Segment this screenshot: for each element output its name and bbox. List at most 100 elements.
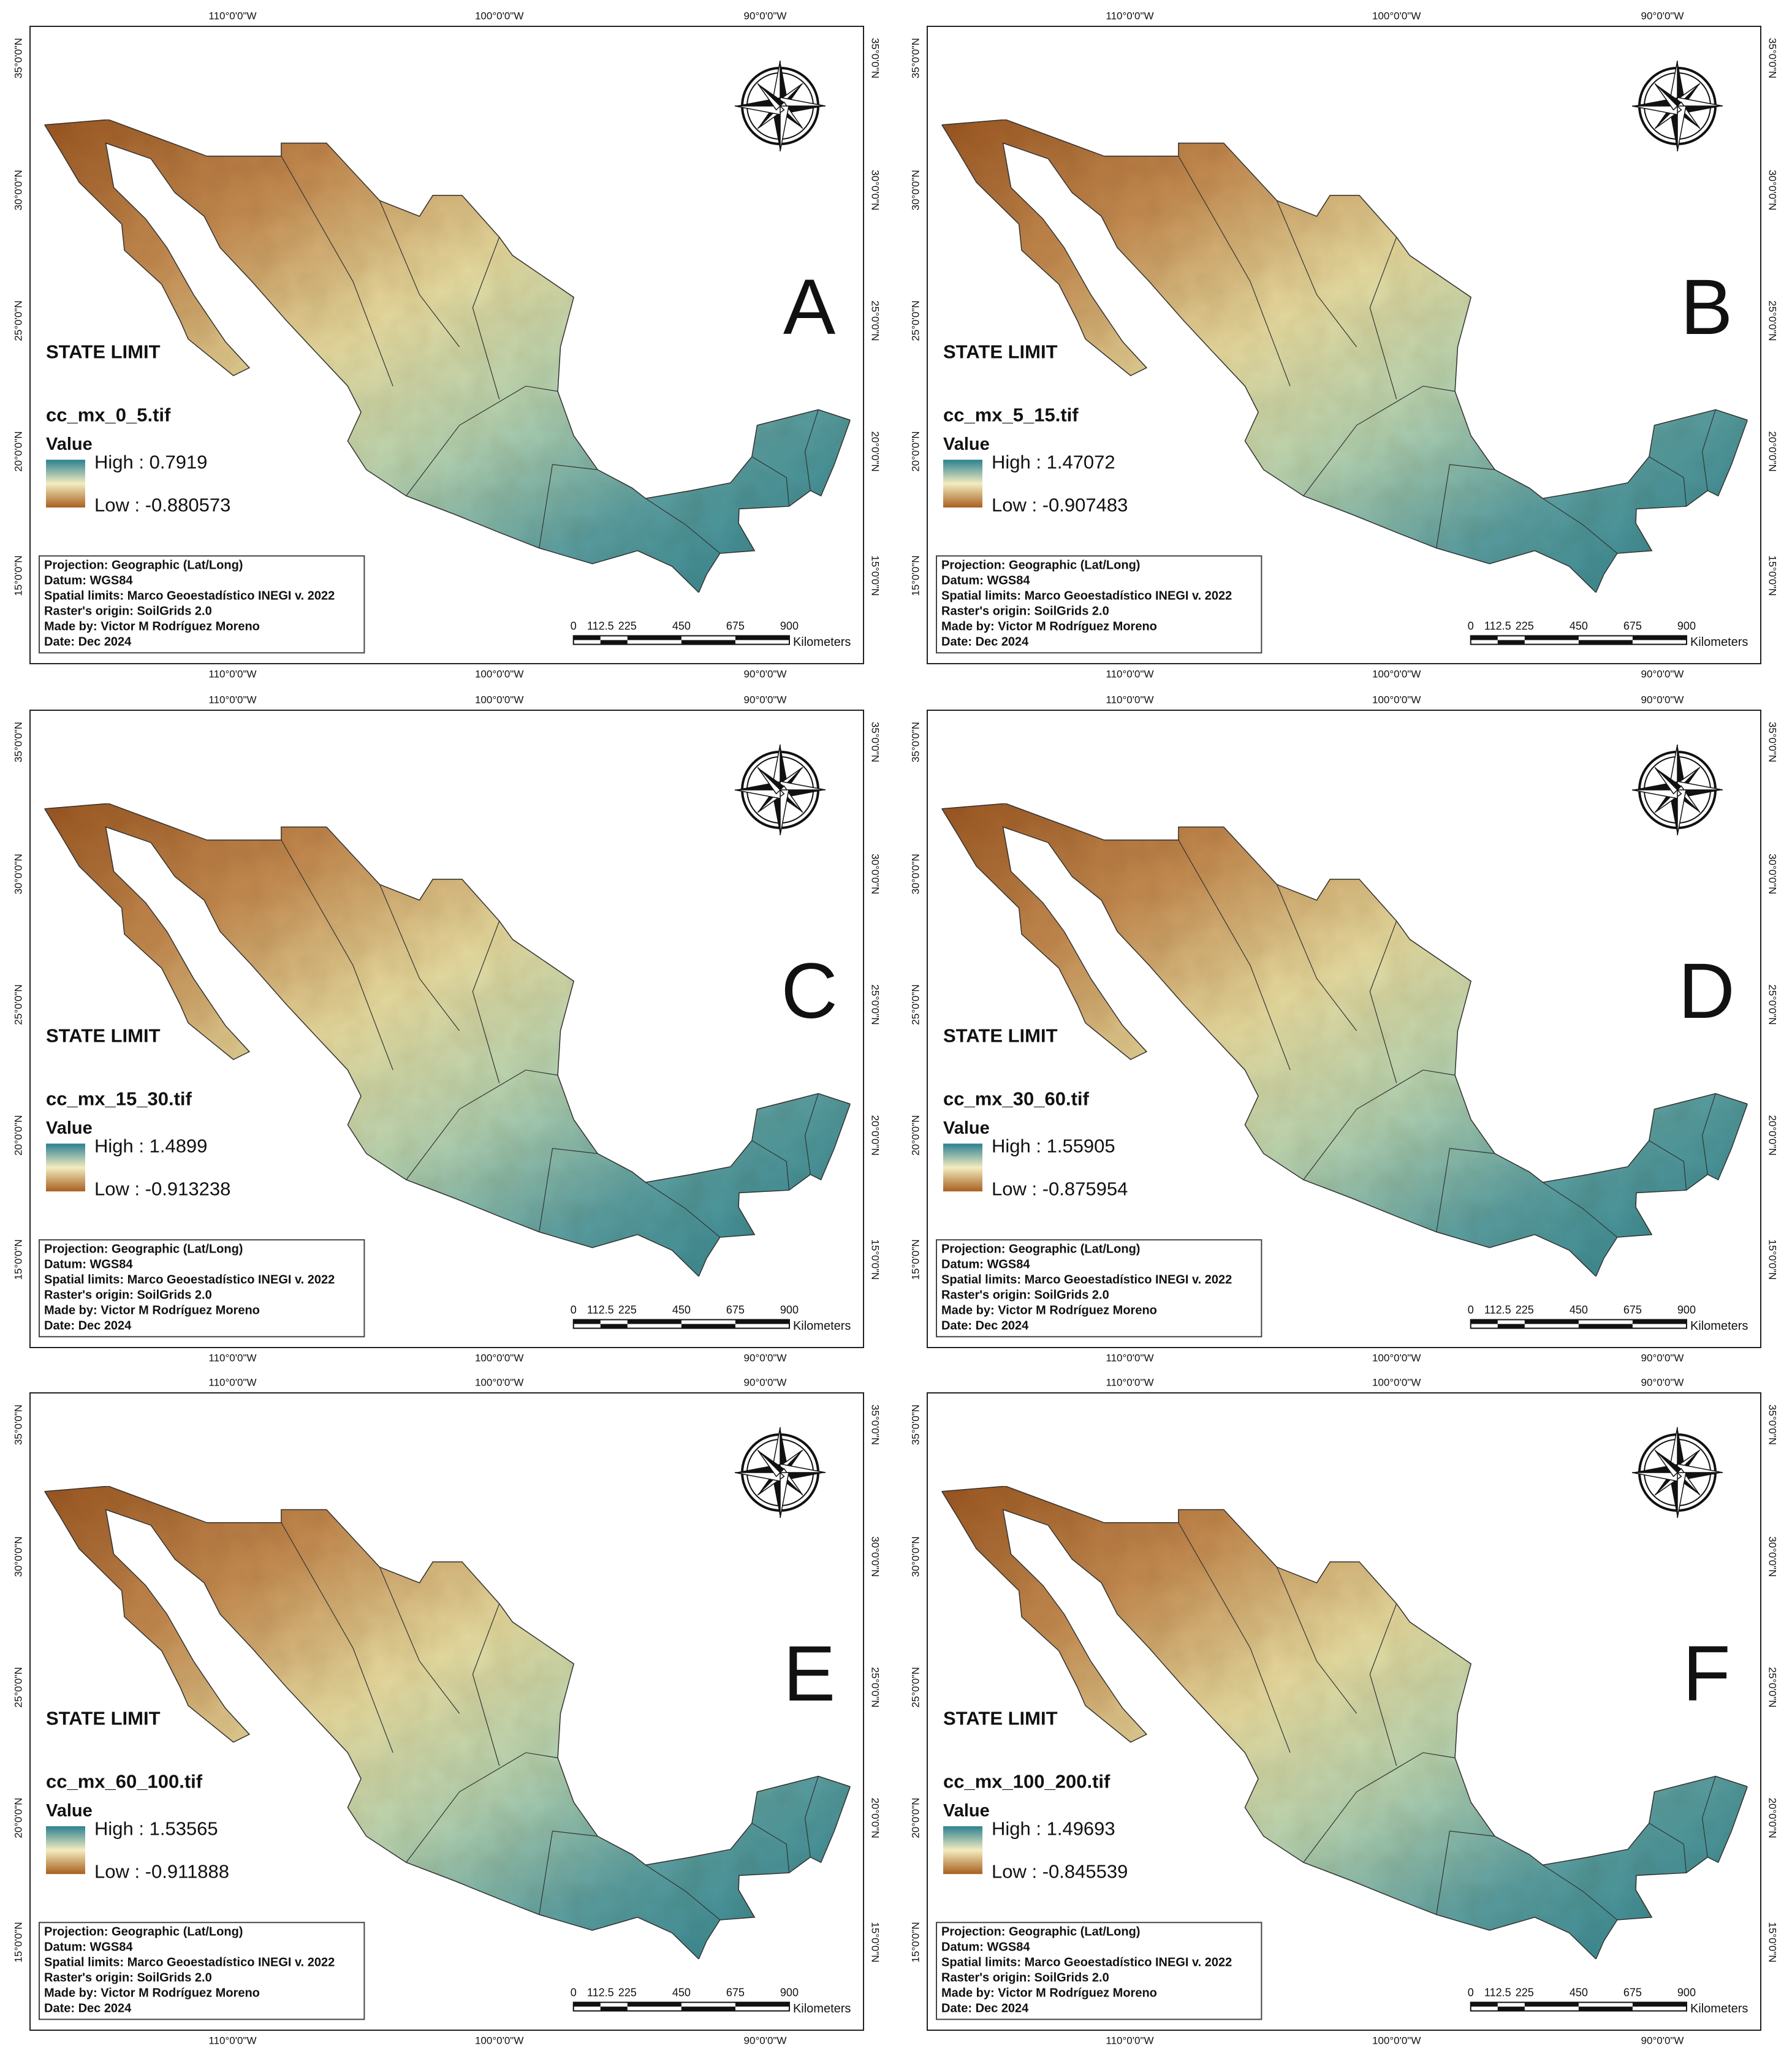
legend-low: Low : -0.911888 — [94, 1860, 229, 1882]
latitude-label: 25°0'0"N — [12, 300, 24, 341]
info-line: Date: Dec 2024 — [941, 635, 1029, 649]
north-arrow — [734, 60, 826, 152]
compass-point — [780, 105, 789, 152]
info-line: Datum: WGS84 — [941, 1258, 1030, 1272]
latitude-label: 30°0'0"N — [909, 170, 921, 210]
info-line: Made by: Victor M Rodríguez Moreno — [941, 1304, 1157, 1318]
info-line: Made by: Victor M Rodríguez Moreno — [44, 620, 260, 634]
state-limit-line — [645, 1864, 721, 1921]
longitude-label: 90°0'0"W — [744, 1376, 787, 1388]
state-limit-line — [281, 840, 393, 1071]
latitude-label: 15°0'0"N — [12, 1922, 24, 1962]
state-limit-line — [1303, 1752, 1456, 1863]
state-limit-line — [1276, 200, 1357, 347]
info-line: Projection: Geographic (Lat/Long) — [44, 1925, 243, 1939]
info-line: Projection: Geographic (Lat/Long) — [941, 559, 1140, 572]
latitude-label: 35°0'0"N — [1767, 722, 1779, 762]
longitude-label: 110°0'0"W — [208, 1376, 256, 1388]
info-line: Spatial limits: Marco Geoestadístico INE… — [941, 1956, 1232, 1970]
info-line: Date: Dec 2024 — [44, 2002, 132, 2015]
info-line: Spatial limits: Marco Geoestadístico INE… — [44, 1273, 335, 1287]
state-limit-line — [406, 1752, 558, 1863]
state-limit-line — [1178, 156, 1291, 387]
mexico-raster — [44, 803, 851, 1278]
scale-segment — [600, 640, 628, 645]
latitude-label: 30°0'0"N — [12, 854, 24, 894]
info-line: Raster's origin: SoilGrids 2.0 — [941, 1289, 1109, 1302]
state-limit-line — [1178, 840, 1291, 1071]
scale-label: 112.5 — [587, 1303, 614, 1316]
legend-ramp — [943, 1143, 982, 1192]
longitude-label: 100°0'0"W — [1372, 1376, 1421, 1388]
compass-point — [757, 767, 781, 795]
state-limit-line — [751, 1822, 790, 1873]
state-limit-line — [804, 1093, 819, 1175]
info-box — [936, 1239, 1262, 1338]
latitude-label: 35°0'0"N — [909, 722, 921, 762]
scale-label: 112.5 — [1484, 620, 1511, 632]
state-limit-line — [1303, 1069, 1456, 1180]
compass-point — [1677, 1472, 1687, 1519]
latitude-label: 15°0'0"N — [909, 1239, 921, 1280]
scale-segment — [1470, 635, 1498, 640]
compass-point — [757, 767, 784, 790]
state-limit-line — [406, 1069, 558, 1180]
latitude-label: 20°0'0"N — [909, 1115, 921, 1156]
latitude-label: 15°0'0"N — [12, 1239, 24, 1280]
mexico-raster — [941, 119, 1748, 594]
info-line: Projection: Geographic (Lat/Long) — [941, 1243, 1140, 1256]
latitude-label: 30°0'0"N — [1767, 1536, 1779, 1577]
latitude-label: 35°0'0"N — [12, 38, 24, 78]
longitude-label: 100°0'0"W — [1372, 2034, 1421, 2046]
state-limit-line — [1701, 1776, 1716, 1857]
latitude-label: 20°0'0"N — [870, 431, 881, 472]
compass-point — [734, 789, 781, 799]
legend-ramp — [943, 1826, 982, 1875]
scale-unit: Kilometers — [793, 2002, 851, 2015]
latitude-label: 25°0'0"N — [870, 984, 881, 1025]
longitude-label: 110°0'0"W — [208, 10, 256, 21]
scale-segment — [627, 1319, 681, 1324]
scale-segment — [1578, 2006, 1633, 2011]
map-panel: 110°0'0"W 110°0'0"W 100°0'0"W 100°0'0"W 90°0… — [909, 10, 1778, 680]
scale-unit: Kilometers — [1690, 1319, 1748, 1333]
state-limit-line — [1542, 1181, 1618, 1238]
panel-letter: F — [1683, 1630, 1731, 1718]
scale-segment — [573, 2002, 601, 2007]
state-limit-line — [751, 1140, 790, 1191]
info-line: Datum: WGS84 — [44, 1941, 133, 1954]
latitude-label: 30°0'0"N — [909, 854, 921, 894]
scale-segment — [681, 2006, 735, 2011]
scale-segment — [1470, 2002, 1498, 2007]
latitude-label: 20°0'0"N — [870, 1115, 881, 1156]
info-box — [936, 1922, 1262, 2020]
longitude-label: 110°0'0"W — [1106, 668, 1153, 680]
state-limit-line — [539, 464, 598, 548]
latitude-label: 20°0'0"N — [12, 1115, 24, 1156]
layer-name: cc_mx_100_200.tif — [943, 1771, 1111, 1792]
latitude-label: 20°0'0"N — [1767, 1798, 1779, 1838]
scale-label: 900 — [780, 620, 799, 632]
panel-letter: A — [783, 264, 836, 351]
mexico-raster — [941, 803, 1748, 1278]
longitude-label: 110°0'0"W — [1106, 2034, 1153, 2046]
scale-segment — [573, 1319, 601, 1324]
longitude-label: 100°0'0"W — [475, 2034, 523, 2046]
latitude-label: 30°0'0"N — [1767, 170, 1779, 210]
latitude-label: 30°0'0"N — [1767, 854, 1779, 894]
longitude-label: 90°0'0"W — [1641, 668, 1684, 680]
compass-point — [757, 1450, 784, 1473]
state-limit-line — [406, 385, 558, 496]
state-limit-line — [379, 1567, 460, 1714]
longitude-label: 110°0'0"W — [1106, 10, 1153, 21]
longitude-label: 100°0'0"W — [1372, 694, 1421, 705]
longitude-label: 110°0'0"W — [1106, 1352, 1153, 1363]
north-arrow — [1631, 1427, 1723, 1519]
scale-label: 675 — [1623, 1303, 1642, 1316]
longitude-label: 90°0'0"W — [744, 694, 787, 705]
compass-point — [780, 1472, 789, 1519]
scale-segment — [627, 635, 681, 640]
info-line: Projection: Geographic (Lat/Long) — [941, 1925, 1140, 1939]
info-line: Projection: Geographic (Lat/Long) — [44, 559, 243, 572]
info-line: Datum: WGS84 — [941, 1941, 1030, 1954]
